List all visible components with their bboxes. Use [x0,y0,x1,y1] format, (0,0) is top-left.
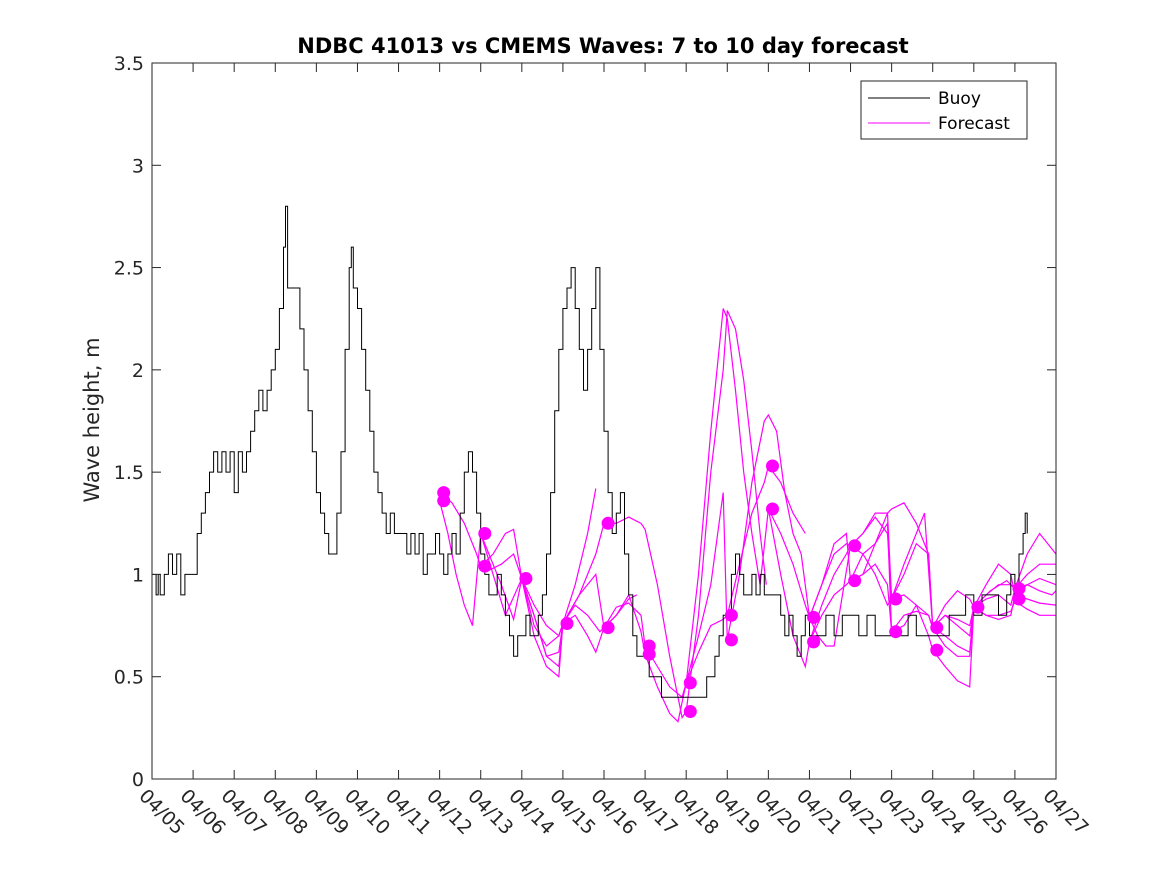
forecast-marker-5 [519,572,533,585]
forecast-line-2 [439,488,597,668]
x-tick-label: 04/13 [463,785,517,839]
forecast-marker-8 [601,516,615,530]
x-tick-label: 04/12 [422,785,476,839]
forecast-marker-23 [930,621,944,635]
marker-layer [437,459,1026,718]
forecast-marker-2 [437,494,451,508]
x-tick-label: 04/06 [176,785,230,839]
x-tick-label: 04/20 [751,785,805,839]
legend: Buoy Forecast [860,80,1028,140]
y-ticks: 0 0.5 1 1.5 2 2.5 3 3.5 [114,53,1056,791]
forecast-marker-14 [724,633,738,647]
x-tick-label: 04/08 [258,785,312,839]
forecast-marker-16 [766,502,779,516]
x-tick-label: 04/27 [1038,785,1092,839]
y-tick-label: 3.5 [114,53,144,75]
forecast-marker-24 [930,643,944,657]
forecast-marker-15 [766,459,779,473]
forecast-marker-7 [601,621,615,635]
forecast-marker-6 [560,617,574,630]
x-tick-label: 04/15 [545,785,599,839]
y-tick-label: 3 [132,155,144,177]
forecast-marker-21 [889,592,903,606]
forecast-marker-13 [724,608,738,622]
x-tick-label: 04/16 [586,785,640,839]
x-tick-label: 04/19 [710,785,764,839]
y-tick-label: 0.5 [114,667,144,689]
forecast-marker-25 [971,600,985,614]
x-tick-label: 04/09 [299,785,353,839]
legend-label-forecast: Forecast [938,114,1010,134]
x-tick-label: 04/25 [956,785,1010,839]
forecast-marker-17 [807,610,821,624]
forecast-marker-20 [848,574,862,588]
forecast-marker-27 [1012,592,1026,606]
legend-box [860,80,1028,140]
legend-label-buoy: Buoy [938,89,981,109]
forecast-marker-19 [848,539,862,553]
forecast-marker-11 [683,676,697,690]
y-tick-label: 0 [132,769,144,791]
chart-title: NDBC 41013 vs CMEMS Waves: 7 to 10 day f… [297,34,908,58]
forecast-marker-22 [889,625,903,639]
x-tick-label: 04/07 [217,785,271,839]
y-tick-label: 2 [132,360,144,382]
forecast-marker-4 [478,559,492,573]
forecast-line-5 [521,308,1057,723]
x-tick-label: 04/18 [669,785,723,839]
forecast-marker-10 [642,647,656,661]
y-tick-label: 1.5 [114,462,144,484]
forecast-line-3 [480,310,767,720]
buoy-line [152,205,1028,698]
y-axis-label: Wave height, m [80,337,104,502]
x-tick-label: 04/10 [340,785,394,839]
forecast-marker-12 [683,705,697,718]
x-tick-label: 04/14 [504,785,558,839]
x-tick-label: 04/17 [628,785,682,839]
forecast-marker-18 [807,635,821,649]
x-tick-label: 04/26 [997,785,1051,839]
x-tick-label: 04/11 [381,785,435,839]
forecast-marker-26 [1012,582,1026,596]
x-tick-label: 04/24 [915,785,969,839]
x-tick-label: 04/23 [874,785,928,839]
forecast-line-7 [767,508,1056,630]
x-tick-label: 04/21 [792,785,846,839]
x-tick-label: 04/05 [134,785,188,839]
y-tick-label: 2.5 [114,258,144,280]
x-tick-label: 04/22 [833,785,887,839]
y-tick-label: 1 [132,564,144,586]
forecast-marker-3 [478,527,492,540]
